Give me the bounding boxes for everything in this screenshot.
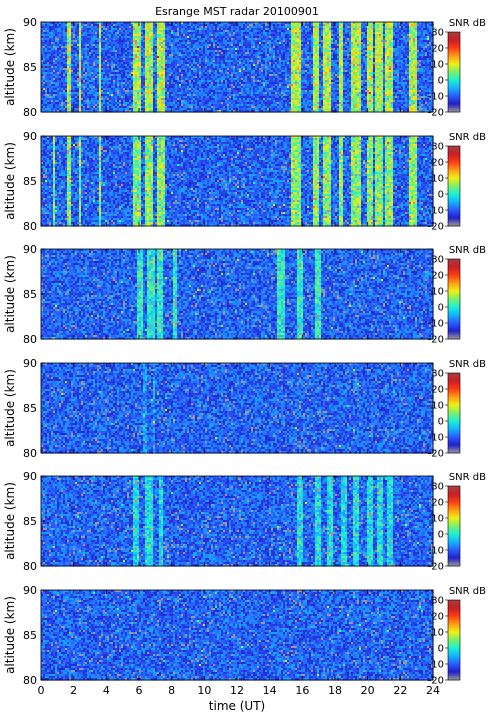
- heatmap-1: [41, 22, 434, 113]
- figure-title: Esrange MST radar 20100901: [155, 5, 319, 18]
